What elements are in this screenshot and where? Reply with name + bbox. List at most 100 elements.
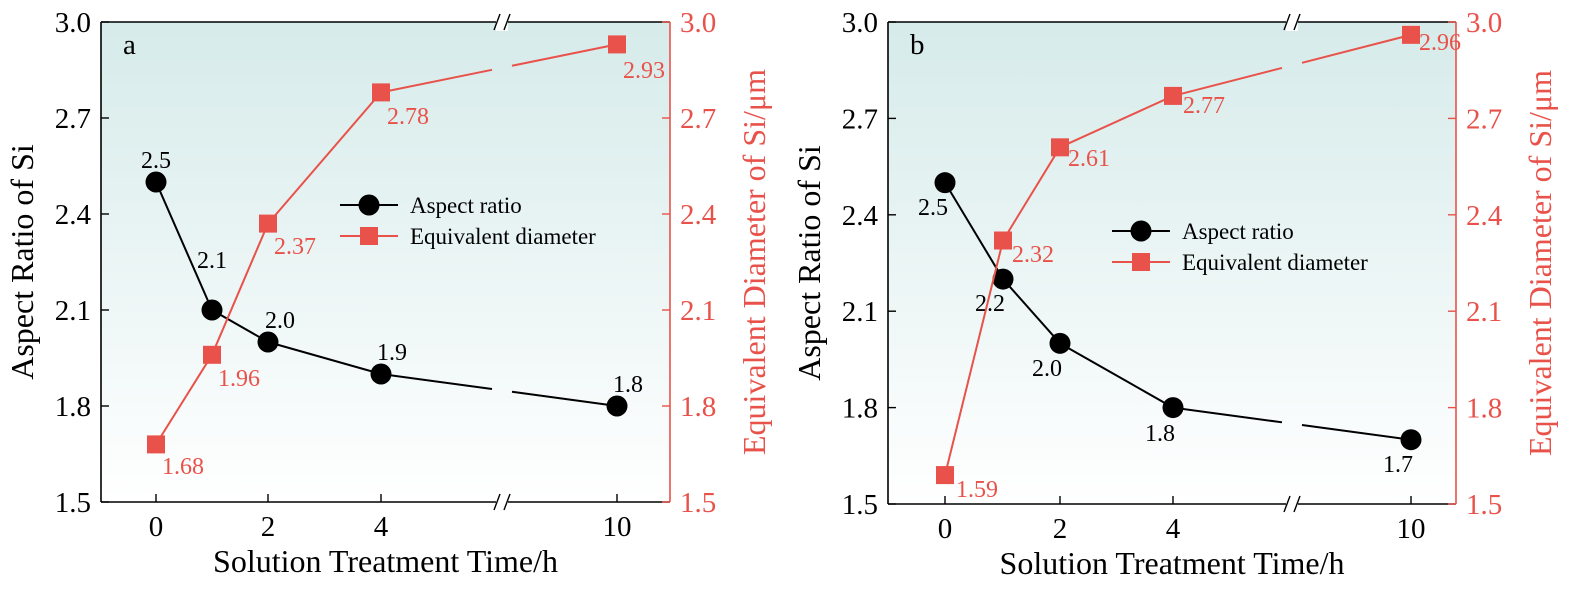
- axis-break-bottom-slash-1: [493, 493, 501, 511]
- aspect-ratio-data-label: 1.7: [1383, 452, 1413, 478]
- aspect-ratio-point: [257, 331, 279, 353]
- aspect-ratio-point: [1162, 397, 1184, 419]
- y-left-tick-label: 1.5: [842, 489, 878, 521]
- axis-break-top-slash-2: [503, 13, 511, 31]
- axis-break-top-slash-1: [1283, 13, 1291, 31]
- aspect-ratio-data-label: 2.0: [1032, 356, 1062, 382]
- y-right-tick-label: 1.5: [680, 487, 716, 519]
- legend-equivalent-marker: [360, 227, 378, 245]
- aspect-ratio-line-segment: [511, 390, 618, 407]
- legend-aspect-marker: [1130, 220, 1152, 242]
- aspect-ratio-data-label: 1.9: [377, 340, 407, 366]
- aspect-ratio-data-label: 1.8: [1145, 421, 1175, 447]
- aspect-ratio-point: [606, 395, 628, 417]
- y-left-tick-label: 1.5: [55, 487, 91, 519]
- aspect-ratio-line-segment: [380, 373, 493, 391]
- aspect-ratio-point: [201, 299, 223, 321]
- equivalent-diameter-point: [1051, 138, 1069, 157]
- equivalent-diameter-data-label: 2.77: [1183, 93, 1225, 119]
- legend-aspect-label: Aspect ratio: [410, 193, 522, 218]
- equivalent-diameter-line-segment: [1301, 33, 1412, 64]
- panel-b: 1.5 1.5 1.8 1.8 2.1 2.1 2.4 2.4 2.7 2.7 3.0 3.0 0 2 4 1…: [791, 7, 1558, 581]
- aspect-ratio-data-label: 2.5: [918, 195, 948, 221]
- axis-break-bottom-slash-2: [503, 493, 511, 511]
- equivalent-diameter-point: [372, 83, 390, 102]
- aspect-ratio-line-segment: [1002, 278, 1061, 344]
- equivalent-diameter-point: [203, 345, 221, 364]
- y-right-tick-label: 3.0: [680, 7, 716, 39]
- aspect-ratio-data-label: 2.1: [197, 248, 227, 274]
- x-tick-label: 2: [261, 511, 276, 543]
- y-left-tick-label: 1.8: [842, 393, 878, 425]
- equivalent-diameter-line-segment: [944, 240, 1004, 476]
- axis-break-bottom-gap: [1286, 495, 1298, 513]
- panel-label: a: [123, 29, 136, 61]
- aspect-ratio-line-segment: [1059, 342, 1174, 409]
- aspect-ratio-point: [1049, 332, 1071, 354]
- aspect-ratio-data-label: 1.8: [613, 372, 643, 398]
- equivalent-diameter-data-label: 2.96: [1419, 30, 1461, 56]
- axis-break-bottom-gap: [496, 493, 508, 511]
- y-right-tick-label: 1.8: [1466, 393, 1502, 425]
- legend-aspect-label: Aspect ratio: [1182, 219, 1294, 244]
- aspect-ratio-line-segment: [211, 309, 269, 343]
- equivalent-diameter-data-label: 2.78: [387, 104, 429, 130]
- equivalent-diameter-point: [608, 35, 626, 54]
- axis-break-bottom-slash-1: [1283, 495, 1291, 513]
- y-right-tick-label: 2.7: [1466, 103, 1502, 135]
- equivalent-diameter-point: [259, 214, 277, 233]
- axis-break-top-gap: [1286, 13, 1298, 31]
- legend-equivalent-label: Equivalent diameter: [1182, 250, 1368, 275]
- panel-label: b: [910, 29, 925, 61]
- legend-equivalent-marker: [1132, 253, 1150, 271]
- equivalent-diameter-data-label: 2.61: [1068, 146, 1110, 172]
- x-tick-label: 0: [149, 511, 164, 543]
- y-left-tick-label: 2.1: [842, 296, 878, 328]
- y-right-tick-label: 3.0: [1466, 7, 1502, 39]
- x-tick-label: 4: [1166, 513, 1181, 545]
- y-left-tick-label: 2.4: [842, 200, 879, 232]
- y-right-tick-label: 2.1: [680, 295, 716, 327]
- legend-aspect-marker: [358, 194, 380, 216]
- equivalent-diameter-data-label: 1.96: [218, 366, 260, 392]
- equivalent-diameter-line-segment: [511, 43, 618, 67]
- x-axis-title: Solution Treatment Time/h: [1000, 545, 1345, 581]
- axis-break-top-slash-1: [493, 13, 501, 31]
- y-right-tick-label: 2.7: [680, 103, 716, 135]
- y-left-tick-label: 2.1: [55, 295, 91, 327]
- legend-equivalent-label: Equivalent diameter: [410, 224, 596, 249]
- x-axis-title: Solution Treatment Time/h: [213, 543, 558, 579]
- aspect-ratio-line-segment: [1172, 406, 1283, 424]
- y-right-tick-label: 2.4: [1466, 200, 1503, 232]
- y-right-axis-title: Equivalent Diameter of Si/μm: [1522, 70, 1558, 456]
- y-left-tick-label: 1.8: [55, 391, 91, 423]
- aspect-ratio-point: [370, 363, 392, 385]
- y-right-tick-label: 2.1: [1466, 296, 1502, 328]
- equivalent-diameter-line-segment: [211, 223, 269, 356]
- axis-break-top-gap: [496, 13, 508, 31]
- axis-break-top-slash-2: [1293, 13, 1301, 31]
- equivalent-diameter-line-segment: [267, 91, 382, 225]
- aspect-ratio-line-segment: [155, 181, 213, 311]
- equivalent-diameter-line-segment: [1002, 146, 1061, 242]
- y-left-tick-label: 2.7: [842, 103, 878, 135]
- aspect-ratio-point: [934, 172, 956, 194]
- y-right-axis-title: Equivalent Diameter of Si/μm: [736, 69, 772, 455]
- aspect-ratio-data-label: 2.5: [141, 148, 171, 174]
- equivalent-diameter-line-segment: [1059, 94, 1174, 149]
- x-tick-label: 10: [603, 511, 632, 543]
- equivalent-diameter-point: [936, 466, 954, 485]
- aspect-ratio-point: [1400, 429, 1422, 451]
- equivalent-diameter-data-label: 2.93: [623, 58, 665, 84]
- equivalent-diameter-line-segment: [380, 68, 493, 94]
- equivalent-diameter-point: [994, 231, 1012, 250]
- equivalent-diameter-point: [147, 435, 165, 454]
- y-left-tick-label: 3.0: [842, 7, 878, 39]
- y-right-tick-label: 1.5: [1466, 489, 1502, 521]
- axis-break-bottom-slash-2: [1293, 495, 1301, 513]
- y-left-tick-label: 3.0: [55, 7, 91, 39]
- x-tick-label: 10: [1397, 513, 1426, 545]
- y-left-axis-title: Aspect Ratio of Si: [791, 145, 827, 381]
- x-tick-label: 4: [374, 511, 389, 543]
